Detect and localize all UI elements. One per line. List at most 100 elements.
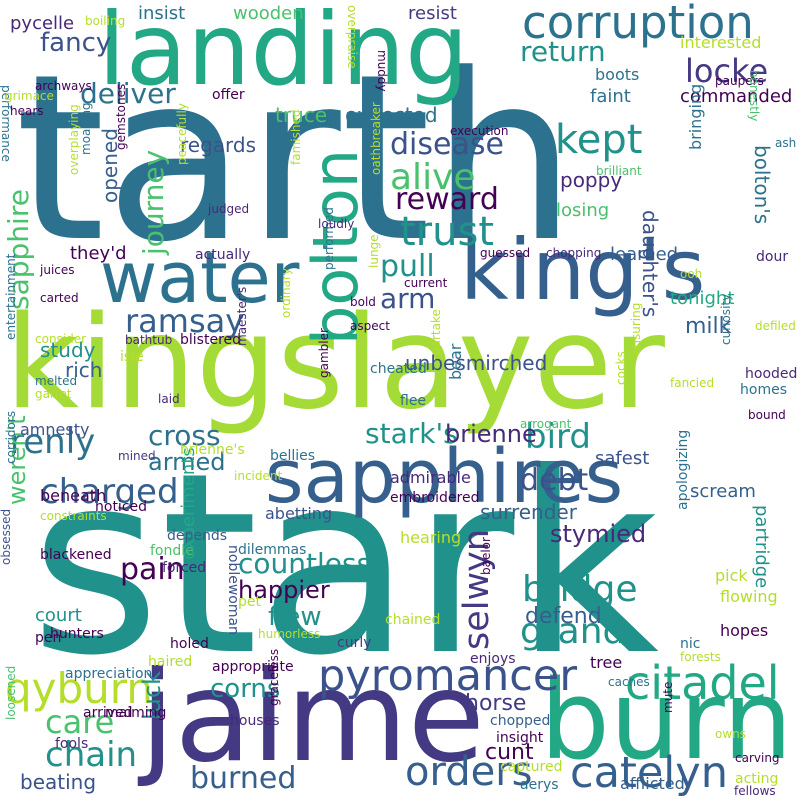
word-pen: pen (35, 630, 62, 646)
word-fancied: fancied (670, 376, 715, 390)
word-carted: carted (40, 291, 79, 305)
word-constraints: constraints (40, 509, 107, 523)
word-honestly: honestly (747, 70, 761, 122)
word-noticed: noticed (95, 499, 148, 515)
word-losing: losing (556, 200, 610, 221)
word-arrived: arrived (83, 705, 133, 721)
word-milk: milk (685, 314, 732, 339)
word-bellies: bellies (270, 448, 316, 464)
word-burned: burned (190, 761, 297, 796)
word-execution: execution (450, 124, 509, 138)
word-pull: pull (380, 249, 435, 284)
word-locke: locke (685, 52, 769, 90)
word-bathtub: bathtub (125, 333, 173, 347)
word-obsessed: obsessed (0, 508, 13, 565)
word-grimace: grimace (5, 89, 54, 103)
word-bound: bound (748, 408, 786, 422)
word-nic: nic (680, 636, 701, 652)
word-bear: bear (446, 343, 465, 380)
word-defend: defend (525, 604, 602, 629)
word-chained: chained (385, 612, 441, 628)
word-flee: flee (400, 393, 427, 409)
word-study: study (40, 338, 96, 362)
word-hears: hears (10, 104, 44, 118)
word-homes: homes (740, 382, 787, 398)
word-guessed: guessed (480, 246, 531, 260)
word-maiming: maiming (105, 705, 167, 721)
word-captured: captured (500, 759, 563, 775)
word-water: water (100, 237, 300, 319)
word-pet: pet (238, 594, 261, 610)
word-ooh: ooh (680, 267, 703, 281)
word-stark: stark (30, 419, 660, 710)
word-brienne: brienne (445, 420, 537, 448)
word-bringing: bringing (686, 83, 705, 150)
word-alive: alive (390, 157, 476, 198)
word-countless: countless (238, 547, 372, 580)
word-blistered: blistered (180, 332, 242, 348)
word-journey: journey (137, 149, 170, 255)
word-defiled: defiled (755, 319, 796, 333)
word-fondle: fondle (150, 543, 194, 559)
word-qyburn: qyburn (5, 664, 153, 713)
word-renly: renly (10, 422, 96, 462)
word-owns: owns (715, 727, 747, 741)
word-gemstones: gemstones (114, 83, 128, 150)
word-happier: happier (238, 576, 330, 604)
word-caches: caches (608, 675, 650, 689)
word-melted: melted (35, 374, 78, 388)
word-charged: charged (40, 472, 179, 512)
word-baelor: baelor (479, 537, 493, 575)
word-consider: consider (35, 332, 87, 346)
word-truce: truce (275, 103, 328, 127)
word-theyd: they'd (70, 243, 127, 264)
word-judged: judged (208, 202, 250, 216)
word-tree: tree (590, 653, 623, 672)
word-burn: burn (540, 656, 793, 784)
word-kingslayer: kingslayer (5, 289, 665, 438)
word-dour: dour (756, 249, 789, 265)
word-pycelle: pycelle (10, 13, 75, 34)
word-landing: landing (98, 0, 469, 108)
word-resist: resist (408, 3, 457, 24)
word-cocks: cocks (614, 351, 628, 385)
word-scream: scream (690, 481, 756, 502)
word-noblewoman: noblewoman (225, 545, 241, 635)
word-amnesty: amnesty (20, 420, 90, 439)
word-flowing: flowing (720, 587, 778, 606)
word-bold: bold (350, 295, 376, 309)
word-expected: expected (345, 103, 438, 127)
word-forests: forests (680, 650, 721, 664)
word-regards: regards (180, 133, 257, 157)
word-ensuring: ensuring (629, 302, 643, 355)
word-insight: insight (496, 730, 544, 746)
word-horse: horse (465, 691, 527, 716)
word-oathbreaker: oathbreaker (369, 102, 383, 175)
word-fancy: fancy (40, 28, 112, 58)
word-rich: rich (65, 358, 103, 382)
word-mute: mute (661, 681, 675, 713)
word-acting: acting (735, 771, 779, 787)
word-corridors: corridors (4, 410, 18, 464)
word-boltons: bolton's (750, 145, 774, 225)
word-chain: chain (45, 735, 138, 775)
word-isle: isle (120, 349, 144, 365)
word-chopped: chopped (490, 713, 551, 729)
word-dilemmas: dilemmas (238, 542, 307, 558)
word-sapphires: sapphires (265, 434, 624, 520)
word-famished: famished (289, 109, 303, 165)
word-enjoys: enjoys (470, 651, 516, 667)
word-juices: juices (40, 263, 75, 277)
word-mined: mined (118, 449, 156, 463)
word-insist: insist (138, 3, 186, 24)
word-return: return (520, 35, 606, 68)
word-armed: armed (148, 448, 226, 476)
word-chopping: chopping (546, 246, 602, 260)
word-humorless: humorless (258, 627, 321, 641)
word-garret: garret (35, 387, 72, 401)
word-cross: cross (148, 419, 221, 452)
word-unbesmirched: unbesmirched (405, 351, 548, 375)
word-overplaying: overplaying (67, 104, 81, 175)
word-stymied: stymied (550, 520, 647, 548)
word-fools: fools (55, 736, 89, 752)
